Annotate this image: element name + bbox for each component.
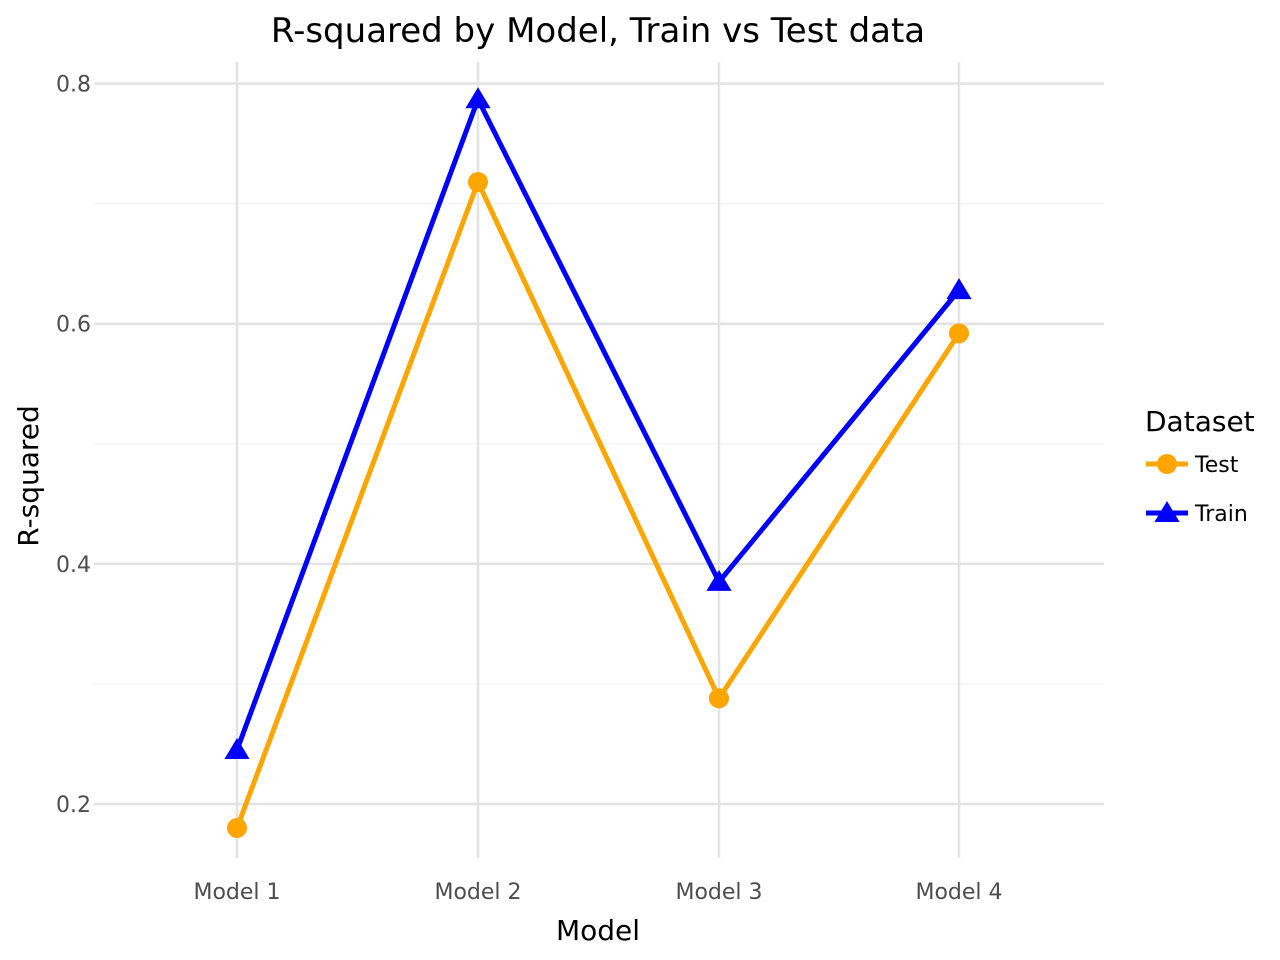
data-point-train: [465, 87, 491, 109]
legend-marker-test: [1157, 454, 1177, 474]
x-tick-label: Model 2: [434, 880, 521, 905]
x-tick-label: Model 4: [915, 880, 1002, 905]
y-tick-label: 0.8: [56, 73, 91, 98]
data-point-test: [949, 323, 969, 344]
data-point-train: [946, 278, 972, 300]
x-tick-label: Model 3: [675, 880, 762, 905]
major-gridlines: [94, 62, 1104, 858]
data-point-test: [227, 817, 247, 838]
y-axis-title: R-squared: [12, 405, 45, 547]
series-layer: [224, 87, 972, 838]
series-line-train: [234, 92, 961, 751]
legend-items: Test Train: [1146, 453, 1248, 527]
x-tick-label: Model 1: [193, 880, 280, 905]
data-point-test: [468, 172, 488, 193]
data-point-test: [709, 688, 729, 709]
legend-title: Dataset: [1145, 405, 1255, 438]
y-tick-label: 0.4: [56, 553, 91, 578]
data-point-train: [224, 737, 250, 759]
x-axis-ticks: Model 1 Model 2 Model 3 Model 4: [193, 880, 1002, 905]
y-tick-label: 0.6: [56, 313, 91, 338]
legend-label-test: Test: [1194, 453, 1239, 478]
y-axis-ticks: 0.2 0.4 0.6 0.8: [56, 73, 91, 818]
y-tick-label: 0.2: [56, 793, 91, 818]
legend-marker-train: [1154, 501, 1180, 522]
legend-label-train: Train: [1194, 502, 1248, 527]
legend: Dataset Test Train: [1145, 405, 1255, 527]
x-axis-title: Model: [556, 914, 640, 947]
data-point-train: [706, 569, 732, 591]
chart-title: R-squared by Model, Train vs Test data: [271, 11, 925, 51]
series-line-test: [234, 175, 962, 829]
